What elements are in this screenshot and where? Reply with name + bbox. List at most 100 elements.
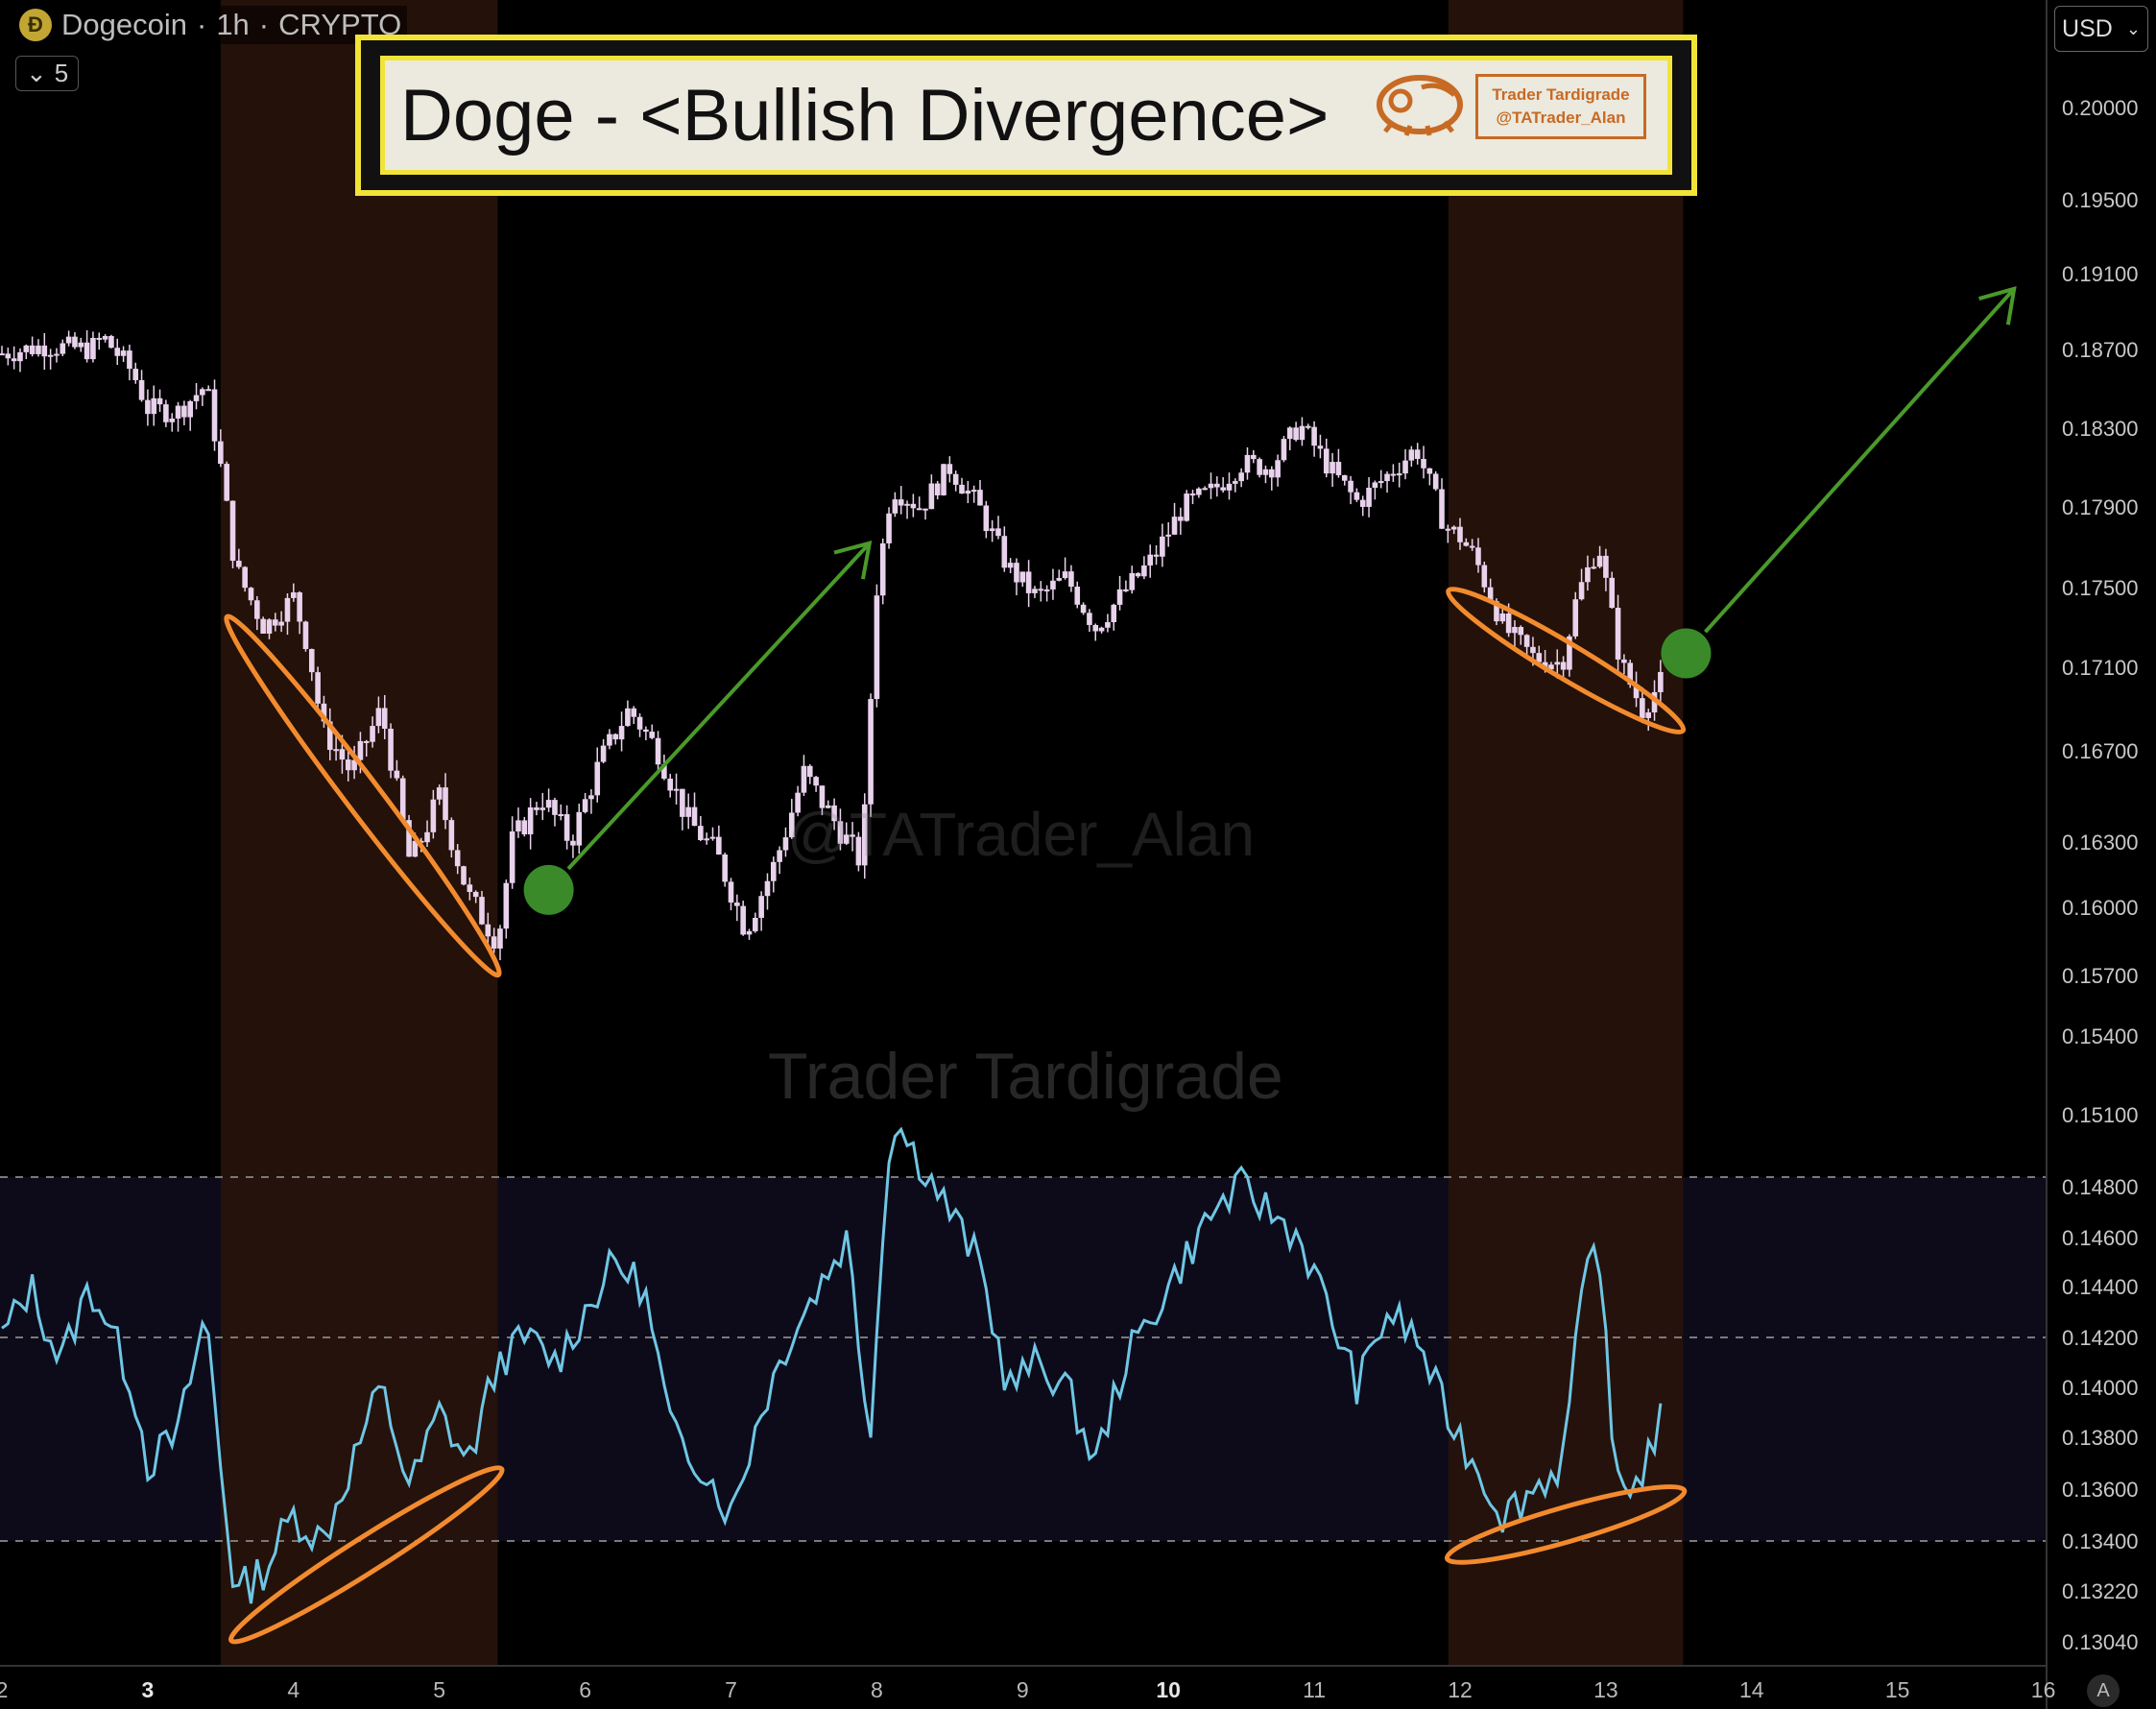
candle-body: [1377, 481, 1384, 484]
candle-body: [1317, 445, 1324, 449]
candle-body: [472, 891, 479, 898]
candle-body: [539, 807, 546, 810]
candle-body: [746, 930, 753, 935]
y-tick-label: 0.14000: [2062, 1376, 2139, 1400]
candle-body: [229, 500, 236, 562]
candle-body: [850, 834, 855, 837]
candles: [0, 329, 1664, 961]
candle-body: [242, 566, 248, 589]
chevron-down-icon: ⌄: [26, 59, 47, 87]
badge-handle: @TATrader_Alan: [1496, 108, 1626, 127]
candle-body: [1092, 624, 1099, 632]
x-tick-label: 7: [725, 1677, 737, 1702]
chevron-down-icon: ⌄: [2125, 18, 2141, 38]
currency-select[interactable]: USD ⌄: [2054, 6, 2148, 52]
candle-body: [734, 903, 740, 906]
candle-body: [843, 834, 850, 844]
candle-body: [831, 805, 837, 822]
candle-body: [1165, 534, 1171, 537]
y-tick-label: 0.18300: [2062, 417, 2139, 441]
candle-body: [545, 800, 552, 808]
candle-body: [1105, 622, 1111, 628]
candle-body: [771, 861, 777, 881]
candle-body: [952, 473, 959, 485]
oscillator-divergence-ellipse: [228, 1465, 505, 1645]
candle-body: [1457, 526, 1463, 542]
candle-body: [424, 831, 430, 843]
candle-body: [1445, 528, 1451, 531]
candle-body: [0, 353, 5, 356]
y-tick-label: 0.17900: [2062, 495, 2139, 519]
y-tick-label: 0.15700: [2062, 964, 2139, 988]
candle-body: [1160, 536, 1165, 557]
candle-body: [357, 740, 364, 760]
candle-body: [704, 838, 709, 841]
separator-dot: ·: [258, 8, 270, 41]
candle-body: [722, 854, 728, 882]
oscillator-series-line: [1, 1126, 1663, 1604]
candle-body: [934, 483, 941, 495]
candle-body: [1226, 483, 1233, 491]
candle-body: [582, 799, 588, 812]
candle-body: [1116, 589, 1123, 605]
auto-scale-button[interactable]: A: [2087, 1674, 2120, 1707]
y-tick-label: 0.14800: [2062, 1175, 2139, 1199]
candle-body: [563, 814, 570, 841]
candle-body: [412, 840, 419, 857]
badge-name: Trader Tardigrade: [1492, 85, 1630, 104]
candle-body: [806, 765, 813, 778]
candle-body: [855, 836, 862, 866]
symbol-header[interactable]: Ð Dogecoin · 1h · CRYPTO: [13, 6, 408, 44]
candle-body: [278, 621, 284, 626]
y-tick-label: 0.13220: [2062, 1579, 2139, 1603]
x-tick-label: 16: [2031, 1677, 2056, 1702]
candle-body: [108, 336, 114, 349]
price-divergence-ellipse: [1446, 587, 1687, 735]
candle-body: [819, 785, 826, 808]
y-tick-label: 0.13400: [2062, 1529, 2139, 1553]
candle-body: [527, 806, 534, 835]
candle-body: [661, 764, 667, 779]
candle-body: [1129, 572, 1136, 590]
candle-body: [96, 337, 103, 340]
candle-body: [394, 770, 400, 779]
candle-body: [151, 397, 157, 415]
candle-body: [351, 759, 357, 771]
candle-body: [175, 405, 181, 419]
candle-body: [120, 350, 127, 356]
candle-body: [17, 351, 23, 362]
candle-body: [1257, 459, 1262, 475]
y-tick-label: 0.17100: [2062, 656, 2139, 680]
candle-body: [576, 811, 583, 846]
candle-body: [1421, 458, 1426, 469]
tardigrade-logo-icon: [1377, 75, 1463, 136]
candle-body: [1359, 499, 1366, 507]
candle-body: [169, 418, 176, 422]
y-tick-label: 0.13040: [2062, 1630, 2139, 1654]
indicator-collapse-button[interactable]: ⌄ 5: [15, 56, 80, 91]
candle-body: [193, 395, 200, 401]
candle-body: [1578, 582, 1585, 600]
candle-body: [254, 600, 260, 619]
candle-body: [60, 343, 66, 354]
candle-body: [339, 749, 346, 760]
candle-body: [922, 508, 928, 511]
candle-body: [1171, 517, 1178, 535]
signal-dot: [1661, 628, 1712, 679]
candle-body: [685, 806, 691, 817]
candle-body: [965, 491, 971, 494]
candle-body: [1043, 589, 1050, 591]
x-tick-label: 2: [0, 1677, 8, 1702]
candle-body: [588, 795, 594, 800]
candle-body: [1487, 587, 1494, 602]
candle-body: [1068, 571, 1074, 588]
candle-body: [1019, 571, 1026, 583]
candle-body: [649, 732, 656, 738]
candle-body: [570, 840, 576, 846]
x-tick-label: 9: [1017, 1677, 1029, 1702]
candle-body: [970, 490, 977, 493]
candle-body: [1098, 627, 1105, 632]
candle-body: [788, 812, 795, 838]
candle-body: [1426, 468, 1433, 474]
